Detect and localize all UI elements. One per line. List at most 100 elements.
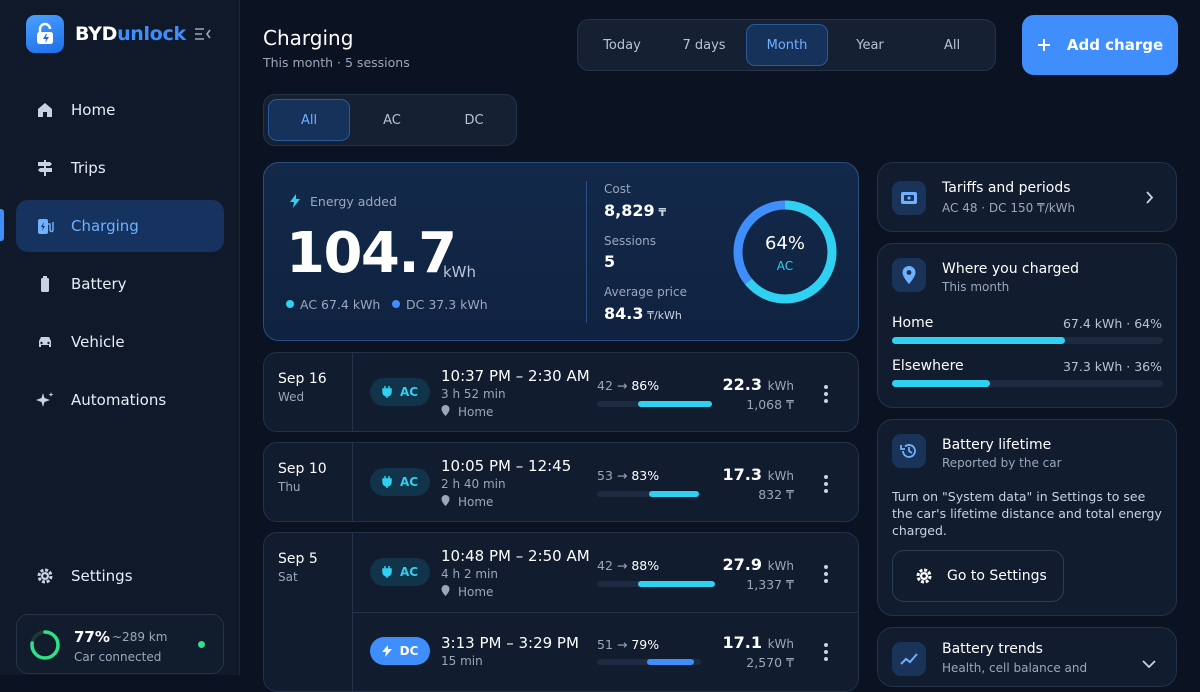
session-date: Sep 10 [278,461,327,477]
plug-icon [382,566,392,578]
where-subtitle: This month [942,280,1010,294]
gear-icon [36,567,54,585]
car-icon [36,333,54,351]
session-day: Wed [278,390,305,404]
charge-type-badge: AC [370,468,430,496]
ring-label: AC [776,259,794,273]
divider [352,533,353,691]
plus-icon [1037,39,1050,51]
connection-dot [198,641,205,648]
collapse-sidebar-icon[interactable] [194,26,212,42]
session-date: Sep 16 [278,371,327,387]
battery-lifetime-title: Battery lifetime [942,437,1052,453]
more-options-icon[interactable] [824,643,828,664]
add-charge-button[interactable]: Add charge [1022,15,1178,75]
divider [353,612,859,613]
charge-type-badge: AC [370,378,430,406]
tab-year[interactable]: Year [856,37,884,53]
soc-bar [597,491,701,497]
sidebar-item-automations[interactable]: Automations [16,374,224,426]
active-indicator [0,209,4,241]
session-row[interactable]: Sep 10 Thu AC 10:05 PM – 12:45 2 h 40 mi… [263,442,859,522]
battery-lifetime-subtitle: Reported by the car [942,456,1062,470]
battery-trends-subtitle: Health, cell balance and [942,661,1088,675]
add-charge-label: Add charge [1066,36,1164,54]
session-cost: 1,068 ₸ [746,397,794,412]
session-duration: 4 h 2 min [441,567,498,581]
tab-today[interactable]: Today [603,37,641,53]
where-charged-card: Where you charged This month Home 67.4 k… [877,243,1177,408]
energy-value: 104.7 [286,221,457,286]
chevron-down-icon [1142,660,1156,669]
sidebar-item-trips[interactable]: Trips [16,142,224,194]
tab-all-periods[interactable]: All [943,37,961,53]
soc-bar-fill [649,491,700,497]
soc-bar-fill [647,659,694,665]
filter-dc[interactable]: DC [464,112,484,128]
where-elsewhere-bar [892,380,1163,387]
session-energy: 27.9 kWh [722,555,794,574]
sidebar: BYDunlock Home Trips Charging Battery Ve… [0,0,240,675]
tab-7-days[interactable]: 7 days [682,37,726,53]
where-title: Where you charged [942,261,1080,277]
ring-percent: 64% [764,233,805,254]
go-to-settings-button[interactable]: Go to Settings [892,550,1064,602]
session-date: Sep 5 [278,551,318,567]
period-selector: Today 7 days Month Year All [577,19,996,71]
session-location: Home [441,405,493,419]
filter-ac[interactable]: AC [383,112,401,128]
wallet-icon [892,181,926,215]
sessions-label: Sessions [604,234,657,248]
where-elsewhere-value: 37.3 kWh · 36% [1062,359,1162,374]
battery-icon [36,275,54,293]
where-elsewhere-label: Elsewhere [892,358,964,374]
more-options-icon[interactable] [824,565,828,586]
filter-all[interactable]: All [268,99,350,141]
sidebar-item-battery[interactable]: Battery [16,258,224,310]
sidebar-item-charging[interactable]: Charging [16,200,224,252]
session-energy: 17.3 kWh [722,465,794,484]
session-day: Sat [278,570,298,584]
sidebar-item-vehicle[interactable]: Vehicle [16,316,224,368]
sessions-value: 5 [604,252,616,271]
session-group: Sep 5 Sat AC 10:48 PM – 2:50 AM 4 h 2 mi… [263,532,859,692]
cost-value: 8,829 ₸ [604,201,667,220]
ac-legend-dot [286,300,294,308]
divider [352,443,353,521]
sidebar-item-settings[interactable]: Settings [16,550,224,602]
ev-charger-icon [36,217,54,235]
sidebar-item-home[interactable]: Home [16,84,224,136]
battery-lifetime-card: Battery lifetime Reported by the car Tur… [877,419,1177,616]
session-time: 10:37 PM – 2:30 AM [441,367,590,385]
session-time: 3:13 PM – 3:29 PM [441,634,579,652]
session-time: 10:05 PM – 12:45 [441,457,572,475]
session-row[interactable]: Sep 16 Wed AC 10:37 PM – 2:30 AM 3 h 52 … [263,352,859,432]
soc-bar [597,659,701,665]
tab-month[interactable]: Month [746,24,828,66]
sidebar-item-label: Trips [71,159,106,177]
brand-name: BYDunlock [75,23,186,45]
plug-icon [382,386,392,398]
where-home-bar [892,337,1163,344]
app-logo-icon[interactable] [26,15,64,53]
car-status-card[interactable]: 77% ~289 km Car connected [16,614,224,674]
page-title: Charging [263,26,354,50]
where-home-value: 67.4 kWh · 64% [1062,316,1162,331]
session-cost: 2,570 ₸ [746,655,794,670]
battery-trends-title: Battery trends [942,641,1043,657]
battery-trends-card[interactable]: Battery trends Health, cell balance and [877,627,1177,687]
soc-bar-fill [638,401,712,407]
session-energy: 22.3 kWh [722,375,794,394]
home-icon [36,101,54,119]
energy-label: Energy added [310,194,397,209]
history-icon [892,434,926,468]
tariffs-card[interactable]: Tariffs and periods AC 48 · DC 150 ₸/kWh [877,162,1177,232]
soc-bar-fill [638,581,716,587]
soc-range: 42 → 86% [597,378,660,393]
sidebar-item-label: Settings [71,567,133,585]
more-options-icon[interactable] [824,475,828,496]
session-time: 10:48 PM – 2:50 AM [441,547,590,565]
pin-icon [441,405,450,416]
soc-bar [597,581,716,587]
more-options-icon[interactable] [824,385,828,406]
